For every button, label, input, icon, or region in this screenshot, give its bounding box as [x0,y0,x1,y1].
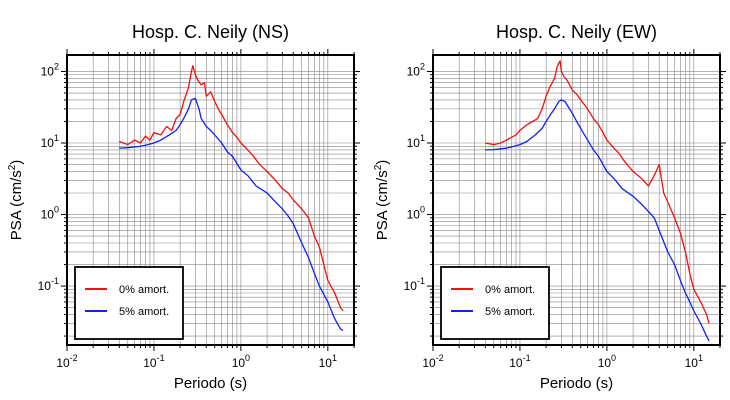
legend-label: 5% amort. [485,306,535,318]
y-tick-label: 100 [41,205,59,222]
series-line-undamped [119,65,344,312]
y-tick-label: 101 [407,133,425,150]
y-tick-label: 101 [41,133,59,150]
x-tick-label: 101 [685,353,703,370]
chart-title: Hosp. C. Neily (EW) [496,22,657,42]
x-tick-label: 10-1 [509,353,530,370]
legend: 0% amort. 5% amort. [74,266,184,340]
y-axis-label: PSA (cm/s2) [373,160,391,241]
x-axis-label: Periodo (s) [540,375,613,392]
legend-label: 0% amort. [119,284,169,296]
x-tick-label: 10-2 [56,353,77,370]
chart-panel-ew: Hosp. C. Neily (EW) 10-2 10-1 100 101 10-1 100… [373,22,726,392]
grid-lines [433,55,720,345]
chart-panel-ns: Hosp. C. Neily (NS) 10-2 10-1 100 101 10-1 100… [7,22,360,392]
x-tick-label: 100 [598,353,616,370]
legend-box [74,266,184,340]
axis-ticks [427,49,726,351]
legend-box [440,266,550,340]
y-tick-label: 102 [407,61,425,78]
x-tick-label: 101 [319,353,337,370]
y-tick-label: 100 [407,205,425,222]
axis-ticks [61,49,360,351]
series-line-damped [485,99,710,342]
x-tick-label: 100 [232,353,250,370]
plot-frame [66,54,355,346]
x-tick-label: 10-1 [143,353,164,370]
x-tick-label: 10-2 [422,353,443,370]
chart-title: Hosp. C. Neily (NS) [132,22,289,42]
x-axis-label: Periodo (s) [174,375,247,392]
y-tick-label: 102 [41,61,59,78]
legend: 0% amort. 5% amort. [440,266,550,340]
series-line-damped [119,97,344,331]
legend-label: 0% amort. [485,284,535,296]
plot-frame [432,54,721,346]
legend-label: 5% amort. [119,306,169,318]
y-axis-label: PSA (cm/s2) [7,160,25,241]
series-line-undamped [485,60,710,324]
y-tick-label: 10-1 [404,276,425,293]
y-tick-label: 10-1 [38,276,59,293]
